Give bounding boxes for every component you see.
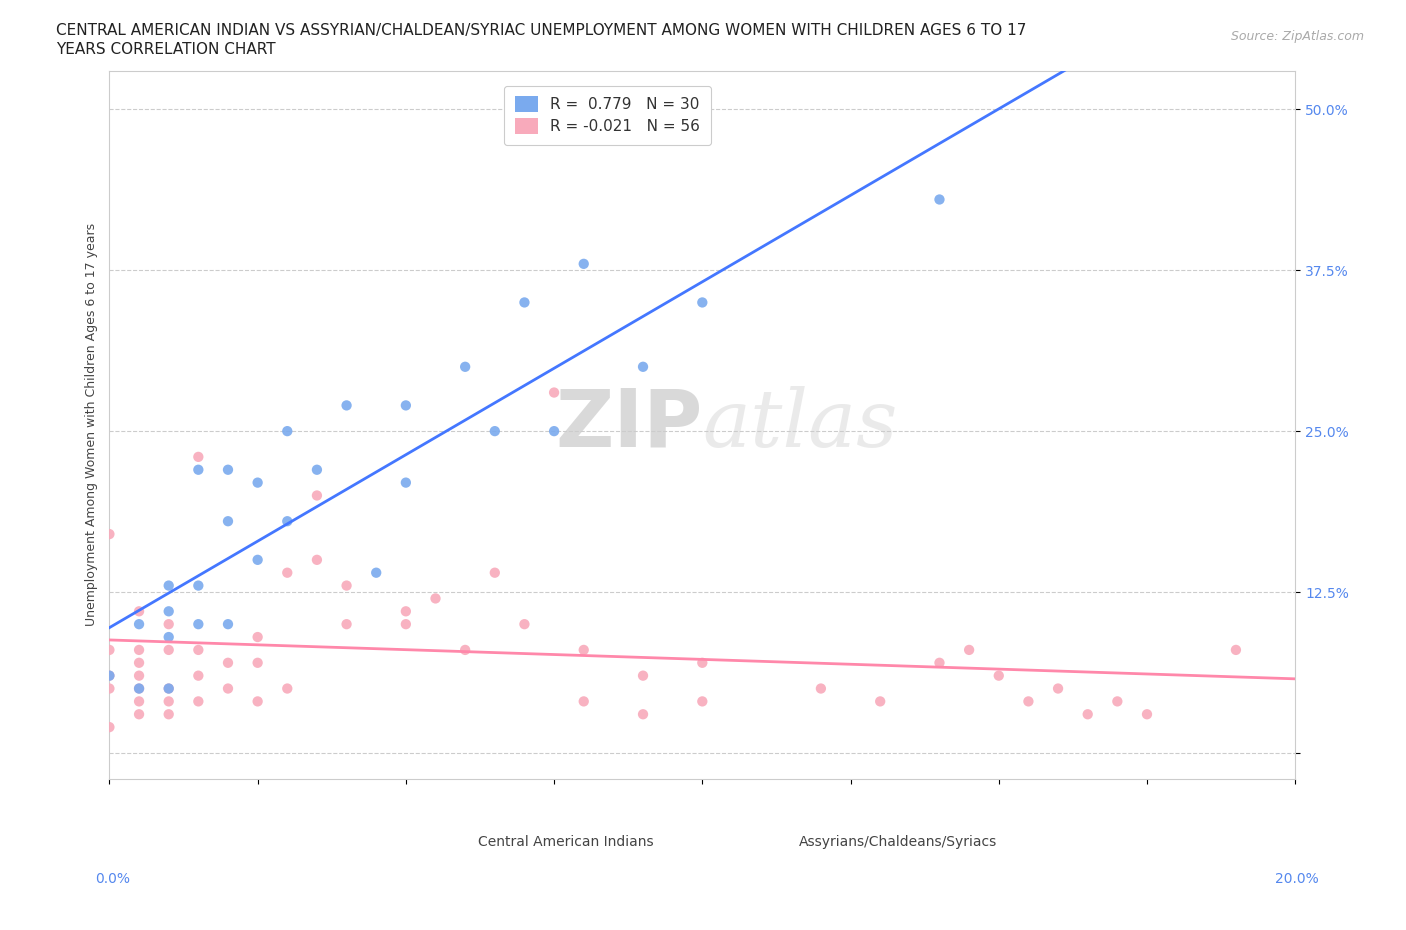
Point: [187, 578, 209, 593]
Point: [98, 669, 121, 684]
Point: [366, 565, 388, 580]
Point: [157, 681, 180, 696]
Point: [276, 424, 298, 439]
Point: [631, 359, 654, 374]
Point: [98, 669, 121, 684]
Point: [98, 643, 121, 658]
Point: [395, 604, 418, 618]
Point: [305, 462, 328, 477]
Point: [572, 643, 595, 658]
Point: [187, 462, 209, 477]
Text: 0.0%: 0.0%: [96, 871, 131, 886]
Point: [98, 681, 121, 696]
Point: [928, 656, 950, 671]
Point: [1047, 681, 1070, 696]
Point: [187, 669, 209, 684]
Point: [395, 617, 418, 631]
Point: [335, 398, 357, 413]
Point: [246, 552, 269, 567]
Point: [128, 694, 150, 709]
Point: [484, 565, 506, 580]
Point: [217, 462, 239, 477]
Point: [128, 707, 150, 722]
Point: [246, 630, 269, 644]
Point: [572, 694, 595, 709]
Point: [335, 578, 357, 593]
Text: Central American Indians: Central American Indians: [478, 835, 654, 849]
Point: [98, 720, 121, 735]
Point: [128, 656, 150, 671]
Point: [810, 681, 832, 696]
Point: [246, 694, 269, 709]
Point: [157, 643, 180, 658]
Point: [187, 643, 209, 658]
Text: ZIP: ZIP: [555, 386, 703, 464]
Point: [187, 694, 209, 709]
Text: 20.0%: 20.0%: [1275, 871, 1319, 886]
Point: [157, 681, 180, 696]
Point: [957, 643, 980, 658]
Point: [128, 617, 150, 631]
Point: [869, 694, 891, 709]
Text: YEARS CORRELATION CHART: YEARS CORRELATION CHART: [56, 42, 276, 57]
Point: [128, 643, 150, 658]
Point: [187, 617, 209, 631]
Point: [395, 475, 418, 490]
Point: [513, 295, 536, 310]
Point: [631, 707, 654, 722]
Point: [157, 617, 180, 631]
Point: [454, 643, 477, 658]
Point: [1107, 694, 1129, 709]
Text: CENTRAL AMERICAN INDIAN VS ASSYRIAN/CHALDEAN/SYRIAC UNEMPLOYMENT AMONG WOMEN WIT: CENTRAL AMERICAN INDIAN VS ASSYRIAN/CHAL…: [56, 23, 1026, 38]
Point: [692, 295, 714, 310]
Point: [631, 669, 654, 684]
Point: [157, 694, 180, 709]
Point: [276, 513, 298, 528]
Text: atlas: atlas: [703, 386, 897, 463]
Point: [1225, 643, 1247, 658]
Point: [276, 565, 298, 580]
Point: [305, 552, 328, 567]
Point: [1077, 707, 1099, 722]
Point: [246, 656, 269, 671]
Point: [98, 526, 121, 541]
Point: [454, 359, 477, 374]
Point: [543, 385, 565, 400]
Text: Assyrians/Chaldeans/Syriacs: Assyrians/Chaldeans/Syriacs: [799, 835, 997, 849]
Point: [217, 656, 239, 671]
Point: [128, 604, 150, 618]
Point: [128, 681, 150, 696]
Point: [157, 707, 180, 722]
Point: [157, 578, 180, 593]
Point: [217, 513, 239, 528]
Point: [246, 475, 269, 490]
Legend: R =  0.779   N = 30, R = -0.021   N = 56: R = 0.779 N = 30, R = -0.021 N = 56: [505, 86, 710, 145]
Point: [543, 424, 565, 439]
Point: [1017, 694, 1039, 709]
Point: [187, 449, 209, 464]
Y-axis label: Unemployment Among Women with Children Ages 6 to 17 years: Unemployment Among Women with Children A…: [86, 223, 98, 626]
Point: [572, 257, 595, 272]
Point: [395, 398, 418, 413]
Point: [513, 617, 536, 631]
Point: [987, 669, 1010, 684]
Text: Source: ZipAtlas.com: Source: ZipAtlas.com: [1230, 30, 1364, 43]
Point: [217, 617, 239, 631]
Point: [128, 669, 150, 684]
Point: [692, 656, 714, 671]
Point: [928, 193, 950, 207]
Point: [484, 424, 506, 439]
Point: [425, 591, 447, 605]
Point: [157, 630, 180, 644]
Point: [335, 617, 357, 631]
Point: [1136, 707, 1159, 722]
Point: [305, 488, 328, 503]
Point: [692, 694, 714, 709]
Point: [217, 681, 239, 696]
Point: [128, 681, 150, 696]
Point: [157, 604, 180, 618]
Point: [276, 681, 298, 696]
